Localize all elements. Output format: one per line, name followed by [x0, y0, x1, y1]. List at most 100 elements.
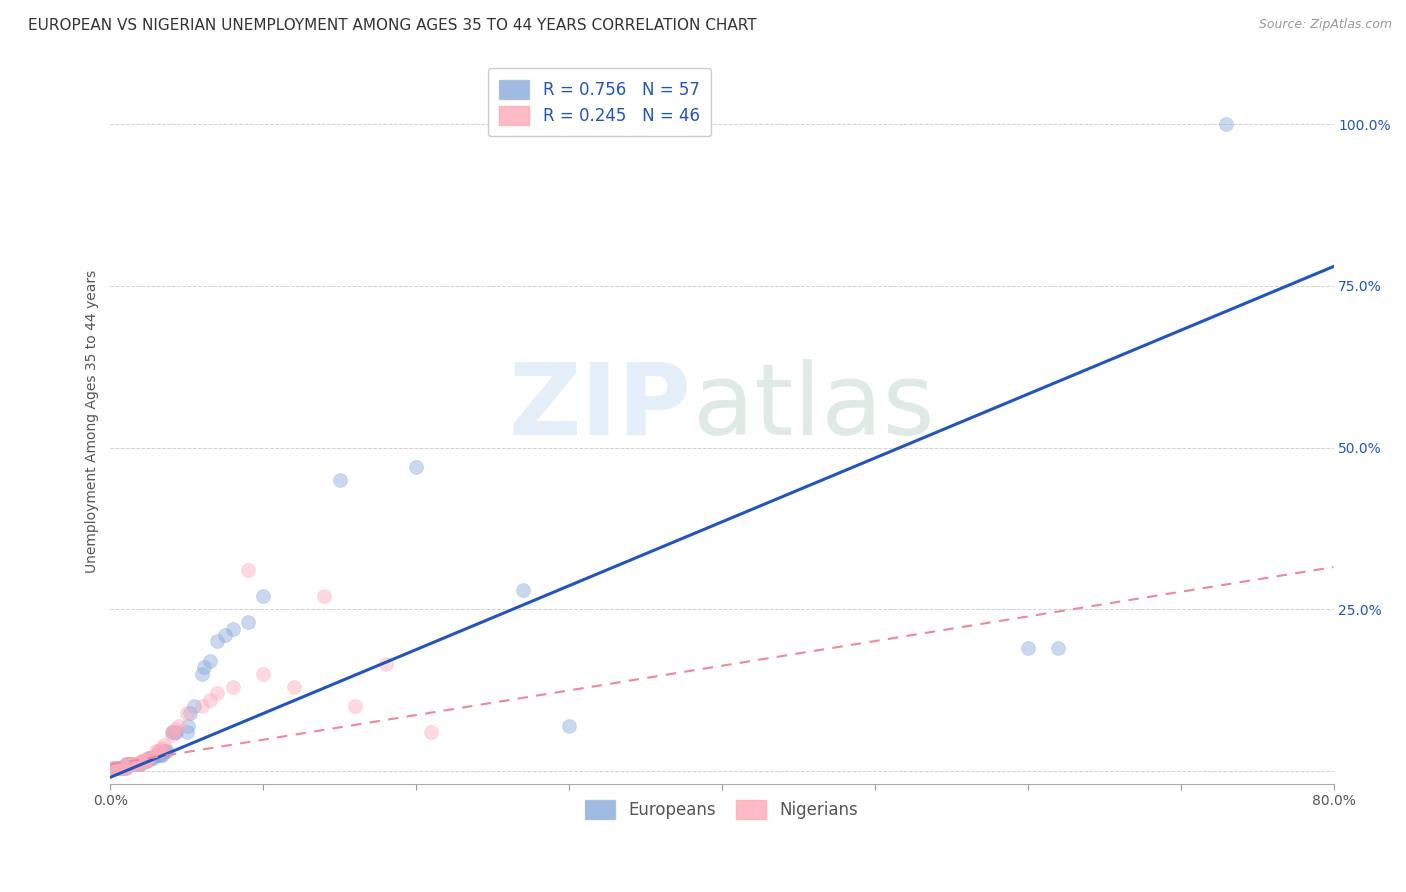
Nigerians: [420, 725, 443, 739]
Europeans: [121, 757, 143, 772]
Nigerians: [344, 699, 367, 714]
Europeans: [176, 725, 198, 739]
Nigerians: [105, 761, 128, 775]
Europeans: [329, 473, 352, 487]
Point: [1017, 640, 1039, 655]
Europeans: [155, 744, 177, 758]
Europeans: [128, 757, 150, 772]
Europeans: [148, 747, 170, 762]
Europeans: [110, 761, 132, 775]
Europeans: [107, 761, 129, 775]
Europeans: [142, 751, 165, 765]
Nigerians: [124, 757, 146, 772]
Text: Source: ZipAtlas.com: Source: ZipAtlas.com: [1258, 18, 1392, 31]
Europeans: [120, 757, 142, 772]
Europeans: [118, 757, 141, 772]
Nigerians: [107, 761, 129, 775]
Europeans: [138, 751, 160, 765]
Europeans: [162, 725, 184, 739]
Europeans: [111, 761, 134, 775]
Europeans: [108, 761, 131, 775]
Europeans: [129, 757, 152, 772]
Europeans: [131, 754, 153, 768]
Europeans: [132, 754, 155, 768]
Europeans: [558, 718, 581, 732]
Nigerians: [252, 666, 274, 681]
Europeans: [1047, 640, 1070, 655]
Nigerians: [103, 761, 125, 775]
Europeans: [165, 725, 187, 739]
Europeans: [141, 751, 163, 765]
Point: [1215, 117, 1237, 131]
Europeans: [183, 699, 205, 714]
Nigerians: [108, 761, 131, 775]
Europeans: [136, 754, 159, 768]
Text: EUROPEAN VS NIGERIAN UNEMPLOYMENT AMONG AGES 35 TO 44 YEARS CORRELATION CHART: EUROPEAN VS NIGERIAN UNEMPLOYMENT AMONG …: [28, 18, 756, 33]
Nigerians: [163, 722, 186, 736]
Europeans: [177, 718, 200, 732]
Europeans: [112, 761, 135, 775]
Nigerians: [222, 680, 245, 694]
Nigerians: [148, 744, 170, 758]
Nigerians: [207, 686, 229, 700]
Nigerians: [110, 761, 132, 775]
Europeans: [236, 615, 259, 629]
Europeans: [179, 706, 201, 720]
Nigerians: [125, 757, 148, 772]
Europeans: [104, 761, 127, 775]
Europeans: [115, 757, 138, 772]
Nigerians: [236, 563, 259, 577]
Nigerians: [160, 728, 183, 742]
Text: atlas: atlas: [693, 359, 935, 456]
Europeans: [139, 751, 162, 765]
Nigerians: [314, 589, 336, 603]
Nigerians: [118, 757, 141, 772]
Europeans: [122, 757, 145, 772]
Europeans: [146, 747, 169, 762]
Europeans: [150, 747, 173, 762]
Nigerians: [135, 754, 157, 768]
Nigerians: [167, 718, 190, 732]
Europeans: [214, 628, 236, 642]
Europeans: [114, 761, 136, 775]
Nigerians: [114, 761, 136, 775]
Nigerians: [132, 754, 155, 768]
Nigerians: [131, 754, 153, 768]
Nigerians: [128, 757, 150, 772]
Europeans: [156, 744, 179, 758]
Nigerians: [138, 751, 160, 765]
Europeans: [207, 634, 229, 648]
Europeans: [114, 757, 136, 772]
Nigerians: [112, 761, 135, 775]
Nigerians: [198, 692, 221, 706]
Nigerians: [149, 744, 172, 758]
Nigerians: [162, 725, 184, 739]
Nigerians: [120, 757, 142, 772]
Nigerians: [283, 680, 305, 694]
Europeans: [193, 660, 215, 674]
Europeans: [512, 582, 534, 597]
Nigerians: [111, 761, 134, 775]
Nigerians: [122, 757, 145, 772]
Nigerians: [129, 754, 152, 768]
Europeans: [153, 744, 176, 758]
Nigerians: [176, 706, 198, 720]
Europeans: [405, 459, 427, 474]
Legend: Europeans, Nigerians: Europeans, Nigerians: [579, 794, 865, 826]
Europeans: [124, 757, 146, 772]
Europeans: [145, 747, 167, 762]
Nigerians: [136, 751, 159, 765]
Nigerians: [191, 699, 214, 714]
Europeans: [105, 761, 128, 775]
Nigerians: [145, 744, 167, 758]
Europeans: [127, 757, 149, 772]
Y-axis label: Unemployment Among Ages 35 to 44 years: Unemployment Among Ages 35 to 44 years: [86, 270, 100, 574]
Nigerians: [121, 757, 143, 772]
Europeans: [103, 761, 125, 775]
Europeans: [163, 725, 186, 739]
Europeans: [198, 654, 221, 668]
Nigerians: [104, 761, 127, 775]
Nigerians: [146, 744, 169, 758]
Nigerians: [127, 757, 149, 772]
Europeans: [135, 754, 157, 768]
